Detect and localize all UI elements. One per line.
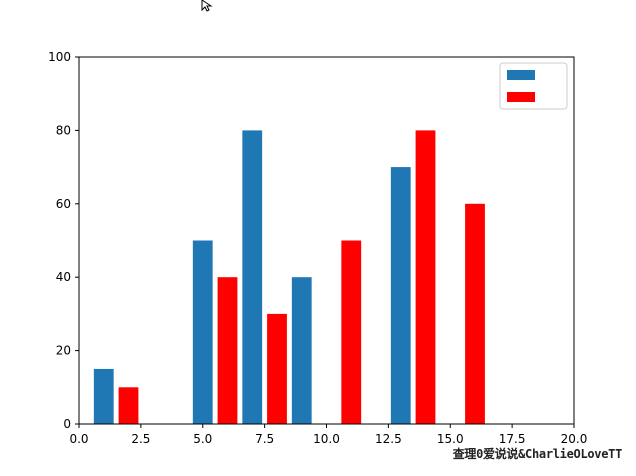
mouse-cursor-icon [201, 0, 215, 16]
legend-box [499, 62, 568, 110]
x-tick-label: 17.5 [499, 432, 526, 446]
bar-series1-1 [93, 368, 114, 424]
x-tick-label: 10.0 [313, 432, 340, 446]
x-tick-label: 12.5 [375, 432, 402, 446]
plot-area: 0.0 2.5 5.0 7.5 10.0 12.5 15.0 17.5 20.0 0 20 40 60 8… [48, 50, 587, 446]
bar-series2-5 [415, 130, 436, 424]
legend-swatch-series1 [507, 70, 535, 80]
bar-series2-1 [118, 387, 139, 424]
bar-series2-3 [267, 313, 287, 424]
legend [499, 62, 568, 110]
y-tick-label: 80 [56, 123, 71, 137]
y-tick-label: 0 [63, 417, 71, 431]
bar-series2-6 [465, 203, 485, 424]
bar-series1-3 [242, 130, 263, 424]
bar-series1-5 [390, 167, 411, 424]
y-tick-label: 20 [56, 344, 71, 358]
x-tick-label: 7.5 [255, 432, 274, 446]
x-tick-label: 2.5 [131, 432, 150, 446]
x-tick-label: 15.0 [437, 432, 464, 446]
watermark-text: 查理0爱说说&CharlieOLoveTT [452, 447, 623, 461]
bar-series1-4 [291, 277, 312, 424]
x-tick-label: 0.0 [69, 432, 88, 446]
bar-series2-2 [217, 277, 238, 424]
legend-swatch-series2 [507, 92, 535, 102]
bar-series2-4 [341, 240, 362, 424]
bar-series1-2 [192, 240, 213, 424]
y-tick-label: 40 [56, 270, 71, 284]
y-tick-label: 60 [56, 197, 71, 211]
plot-frame [78, 56, 575, 425]
x-tick-label: 5.0 [193, 432, 212, 446]
y-tick-label: 100 [48, 50, 71, 64]
x-tick-label: 20.0 [561, 432, 588, 446]
